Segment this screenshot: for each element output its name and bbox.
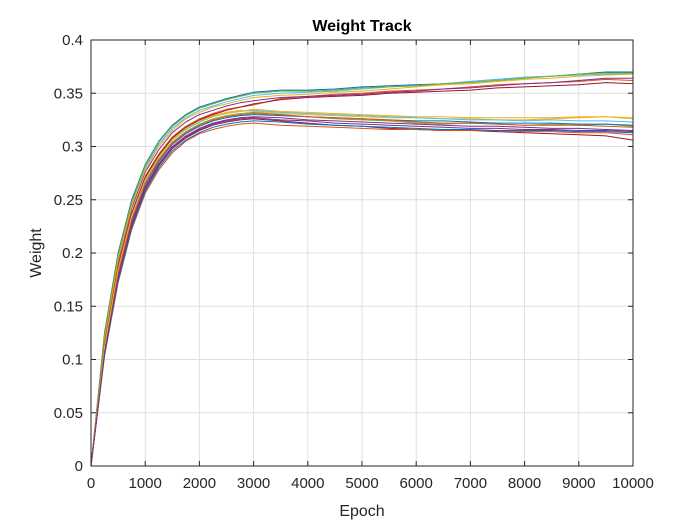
x-tick-label: 6000 [400,475,433,492]
series-line-16 [90,113,634,467]
x-tick-label: 10000 [612,475,654,492]
y-tick-label: 0.25 [54,192,83,209]
x-tick-label: 1000 [129,475,162,492]
y-tick-label: 0.2 [62,245,83,262]
y-tick-label: 0.3 [62,139,83,156]
series-line-4 [90,77,633,467]
axis-ticks: 0 1000 2000 3000 4000 5000 6000 7000 8000 9000 100… [54,32,654,492]
y-tick-label: 0.1 [62,352,83,369]
x-tick-label: 8000 [508,475,541,492]
x-tick-label: 3000 [237,475,270,492]
series-line-6 [90,73,633,467]
y-tick-label: 0.35 [54,85,83,102]
series-line-12 [90,72,633,467]
x-tick-label: 5000 [345,475,378,492]
series-line-14 [90,82,634,467]
series-line-18 [90,117,634,467]
y-tick-label: 0.15 [54,298,83,315]
x-tick-label: 0 [87,475,95,492]
x-tick-label: 9000 [562,475,595,492]
series-line-11 [90,116,634,467]
y-tick-label: 0 [75,458,83,475]
x-tick-label: 2000 [183,475,216,492]
series-line-10 [90,73,634,467]
series-line-7 [90,118,634,467]
series-line-15 [90,120,634,467]
series-line-17 [90,108,634,467]
x-tick-label: 4000 [291,475,324,492]
grid [91,40,633,466]
x-tick-label: 7000 [454,475,487,492]
y-axis-title: Weight [28,228,45,278]
x-axis-title: Epoch [339,503,384,520]
y-tick-label: 0.05 [54,405,83,422]
series-line-8 [90,114,634,467]
series-line-3 [90,109,634,467]
series-line-9 [90,122,634,467]
series-lines [90,71,634,467]
y-tick-label: 0.4 [62,32,83,49]
chart-title: Weight Track [312,18,411,35]
